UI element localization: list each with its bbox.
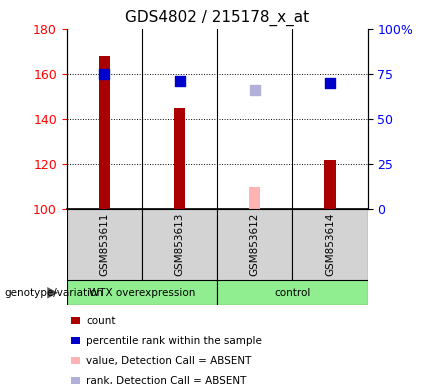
Point: [101, 71, 108, 77]
Text: rank, Detection Call = ABSENT: rank, Detection Call = ABSENT: [86, 376, 246, 384]
Bar: [217, 280, 368, 305]
Text: GSM853614: GSM853614: [325, 213, 335, 276]
Bar: [174, 108, 185, 209]
Bar: [217, 209, 292, 280]
Text: genotype/variation: genotype/variation: [4, 288, 104, 298]
Text: percentile rank within the sample: percentile rank within the sample: [86, 336, 262, 346]
Bar: [98, 56, 110, 209]
Point: [327, 80, 334, 86]
Point: [176, 78, 183, 84]
Point: [251, 87, 258, 93]
Title: GDS4802 / 215178_x_at: GDS4802 / 215178_x_at: [125, 10, 309, 26]
Bar: [67, 209, 142, 280]
Bar: [67, 280, 217, 305]
Text: count: count: [86, 316, 116, 326]
Text: GSM853613: GSM853613: [175, 213, 184, 276]
Bar: [324, 160, 336, 209]
Text: control: control: [274, 288, 310, 298]
Text: GSM853612: GSM853612: [250, 213, 260, 276]
Text: GSM853611: GSM853611: [99, 213, 109, 276]
Polygon shape: [47, 287, 58, 299]
Bar: [249, 187, 261, 209]
Text: value, Detection Call = ABSENT: value, Detection Call = ABSENT: [86, 356, 252, 366]
Bar: [292, 209, 368, 280]
Text: WTX overexpression: WTX overexpression: [89, 288, 195, 298]
Bar: [142, 209, 217, 280]
